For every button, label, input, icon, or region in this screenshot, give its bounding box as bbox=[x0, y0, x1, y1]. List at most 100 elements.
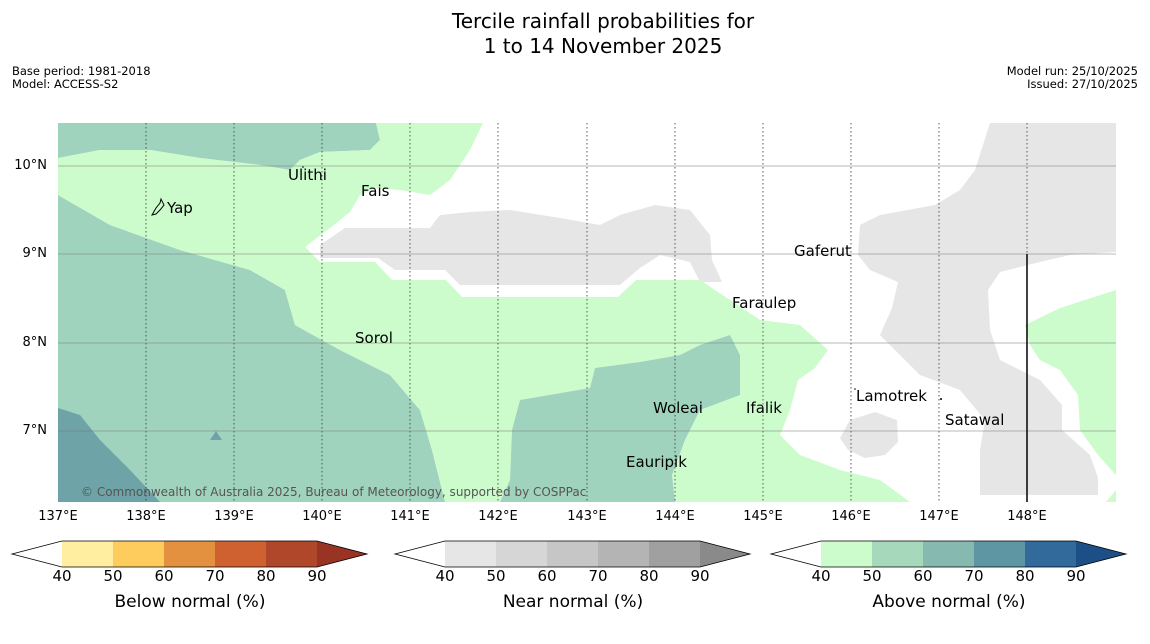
parallel-lines bbox=[58, 165, 1116, 432]
model-run-text: Model run: 25/10/2025 bbox=[1006, 64, 1138, 78]
colorbar-below-tick: 90 bbox=[307, 567, 327, 585]
colorbar-near-segment bbox=[547, 541, 598, 567]
colorbar-near-tick: 50 bbox=[486, 567, 506, 585]
colorbar-above-tick: 70 bbox=[964, 567, 984, 585]
lon-label-144e: 144°E bbox=[655, 509, 695, 524]
colorbar-below-under bbox=[12, 541, 62, 567]
place-gaferut: Gaferut bbox=[794, 242, 851, 260]
lon-label-137e: 137°E bbox=[38, 509, 78, 524]
colorbar-above-tick: 80 bbox=[1015, 567, 1035, 585]
chart-title-line1: Tercile rainfall probabilities for bbox=[451, 9, 755, 33]
colorbar-near-segment bbox=[598, 541, 649, 567]
lon-label-143e: 143°E bbox=[567, 509, 607, 524]
colorbar-label-below: Below normal (%) bbox=[114, 592, 266, 612]
near-normal-east-region bbox=[858, 123, 1116, 495]
colorbar-near-segment bbox=[445, 541, 496, 567]
colorbar-near-over bbox=[700, 541, 750, 567]
above-normal-60-woleai-region bbox=[500, 335, 740, 502]
above-normal-70-region bbox=[58, 408, 160, 502]
colorbar-above-under bbox=[771, 541, 821, 567]
above-normal-east-region bbox=[1025, 290, 1116, 475]
copyright-credit: © Commonwealth of Australia 2025, Bureau… bbox=[81, 485, 586, 499]
lon-label-146e: 146°E bbox=[831, 509, 871, 524]
colorbar-near-under bbox=[395, 541, 445, 567]
above-normal-70-spot bbox=[210, 431, 222, 440]
lon-label-140e: 140°E bbox=[302, 509, 342, 524]
issued-text: Issued: 27/10/2025 bbox=[1027, 77, 1138, 91]
lon-label-142e: 142°E bbox=[478, 509, 518, 524]
lon-label-145e: 145°E bbox=[743, 509, 783, 524]
colorbar-above-segment bbox=[974, 541, 1025, 567]
lon-label-139e: 139°E bbox=[214, 509, 254, 524]
colorbar-below-tick: 50 bbox=[103, 567, 123, 585]
colorbar-above-tick: 60 bbox=[913, 567, 933, 585]
lat-label-9n: 9°N bbox=[22, 246, 48, 261]
above-normal-60-region bbox=[58, 123, 445, 502]
colorbar-near-tick: 90 bbox=[690, 567, 710, 585]
model-text: Model: ACCESS-S2 bbox=[12, 77, 119, 91]
lat-label-10n: 10°N bbox=[14, 158, 47, 173]
colorbar-near-segment bbox=[649, 541, 700, 567]
place-eauripik: Eauripik bbox=[626, 453, 687, 471]
colorbar-near-tick: 80 bbox=[639, 567, 659, 585]
colorbar-below-segment bbox=[215, 541, 266, 567]
place-fais: Fais bbox=[361, 182, 390, 200]
above-normal-east-bottom bbox=[1106, 490, 1116, 502]
colorbar-above-segment bbox=[821, 541, 872, 567]
lat-label-8n: 8°N bbox=[22, 335, 48, 350]
colorbar-near bbox=[393, 540, 752, 568]
base-period-text: Base period: 1981-2018 bbox=[12, 64, 151, 78]
place-satawal: Satawal bbox=[945, 411, 1004, 429]
colorbar-label-above: Above normal (%) bbox=[872, 592, 1026, 612]
colorbar-above-tick: 40 bbox=[811, 567, 831, 585]
colorbar-above-segment bbox=[923, 541, 974, 567]
place-lamotrek: Lamotrek bbox=[856, 387, 927, 405]
colorbar-below-segment bbox=[164, 541, 215, 567]
near-normal-band-region bbox=[320, 205, 722, 285]
colorbar-above-tick: 50 bbox=[862, 567, 882, 585]
colorbar-above-outline bbox=[769, 540, 1128, 568]
lon-label-147e: 147°E bbox=[919, 509, 959, 524]
place-woleai: Woleai bbox=[653, 399, 703, 417]
near-normal-lamotrek-blob bbox=[840, 412, 898, 458]
chart-title-line2: 1 to 14 November 2025 bbox=[483, 34, 723, 58]
colorbar-above-segment bbox=[872, 541, 923, 567]
colorbar-below-segment bbox=[62, 541, 113, 567]
colorbar-below-tick: 40 bbox=[52, 567, 72, 585]
colorbar-near-segment bbox=[496, 541, 547, 567]
colorbar-below-segment bbox=[113, 541, 164, 567]
colorbar-below-outline bbox=[10, 540, 369, 568]
colorbar-below-tick: 80 bbox=[256, 567, 276, 585]
colorbar-below-tick: 60 bbox=[154, 567, 174, 585]
colorbar-above-segment bbox=[1025, 541, 1076, 567]
colorbar-below-segment bbox=[266, 541, 317, 567]
colorbar-above-over bbox=[1076, 541, 1126, 567]
place-ulithi: Ulithi bbox=[288, 166, 327, 184]
place-faraulep: Faraulep bbox=[732, 294, 796, 312]
colorbar-near-tick: 60 bbox=[537, 567, 557, 585]
colorbar-below bbox=[10, 540, 369, 568]
place-sorol: Sorol bbox=[355, 329, 393, 347]
yap-island-shape bbox=[150, 197, 165, 216]
lat-label-7n: 7°N bbox=[22, 423, 48, 438]
lon-label-148e: 148°E bbox=[1007, 509, 1047, 524]
lon-label-138e: 138°E bbox=[126, 509, 166, 524]
place-ifalik: Ifalik bbox=[746, 399, 782, 417]
colorbar-near-tick: 70 bbox=[588, 567, 608, 585]
lon-label-141e: 141°E bbox=[390, 509, 430, 524]
island-dots bbox=[302, 166, 942, 400]
colorbar-above-tick: 90 bbox=[1066, 567, 1086, 585]
colorbar-near-outline bbox=[393, 540, 752, 568]
colorbar-near-tick: 40 bbox=[435, 567, 455, 585]
meta-left: Base period: 1981-2018 Model: ACCESS-S2 bbox=[12, 65, 151, 91]
meta-right: Model run: 25/10/2025 Issued: 27/10/2025 bbox=[1007, 65, 1138, 91]
colorbar-label-near: Near normal (%) bbox=[502, 592, 644, 612]
place-yap: Yap bbox=[166, 199, 193, 217]
place-labels: Ulithi Fais Yap Gaferut Faraulep Sorol L… bbox=[166, 166, 1004, 471]
above-normal-50-region bbox=[58, 123, 910, 502]
colorbar-above bbox=[769, 540, 1128, 568]
colorbar-below-over bbox=[317, 541, 367, 567]
colorbar-below-tick: 70 bbox=[205, 567, 225, 585]
